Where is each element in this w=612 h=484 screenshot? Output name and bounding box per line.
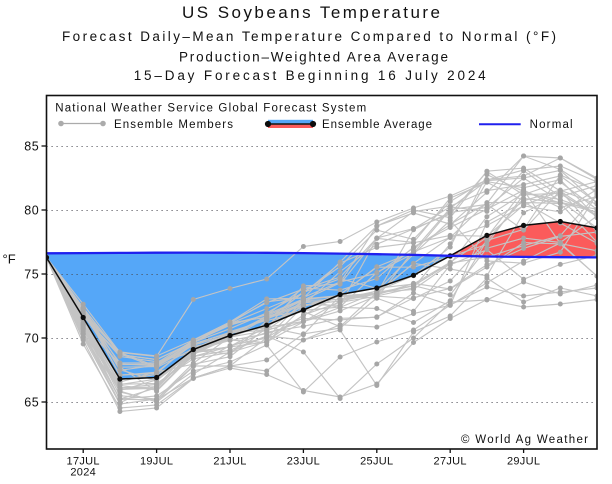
svg-text:Normal: Normal — [530, 119, 573, 131]
svg-text:65: 65 — [24, 396, 39, 410]
svg-text:Ensemble Members: Ensemble Members — [114, 119, 233, 131]
svg-text:27JUL: 27JUL — [434, 456, 467, 468]
svg-text:Production–Weighted Area Avera: Production–Weighted Area Average — [179, 49, 448, 64]
svg-text:°F: °F — [3, 252, 16, 267]
svg-text:15–Day Forecast Beginning 16 J: 15–Day Forecast Beginning 16 July 2024 — [134, 68, 486, 83]
svg-text:85: 85 — [24, 140, 39, 154]
svg-text:21JUL: 21JUL — [213, 456, 246, 468]
svg-text:© World Ag Weather: © World Ag Weather — [461, 434, 588, 446]
svg-text:National Weather Service Globa: National Weather Service Global Forecast… — [55, 103, 366, 115]
svg-text:23JUL: 23JUL — [287, 456, 320, 468]
svg-text:70: 70 — [24, 332, 39, 346]
svg-text:19JUL: 19JUL — [140, 456, 173, 468]
svg-text:2024: 2024 — [70, 467, 96, 479]
svg-text:Ensemble Average: Ensemble Average — [322, 119, 432, 131]
svg-text:25JUL: 25JUL — [360, 456, 393, 468]
svg-text:17JUL: 17JUL — [67, 456, 100, 468]
svg-text:75: 75 — [24, 268, 39, 282]
svg-text:80: 80 — [24, 204, 39, 218]
svg-text:29JUL: 29JUL — [507, 456, 540, 468]
